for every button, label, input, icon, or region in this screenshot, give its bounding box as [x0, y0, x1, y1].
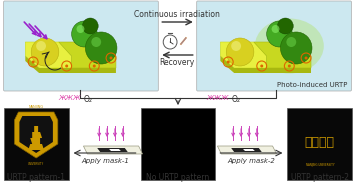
- Text: UNIVERSITY: UNIVERSITY: [28, 162, 44, 166]
- Text: No URTP pattern: No URTP pattern: [146, 173, 210, 182]
- Circle shape: [77, 25, 84, 33]
- Circle shape: [85, 32, 117, 64]
- Circle shape: [227, 60, 230, 64]
- Polygon shape: [254, 42, 311, 68]
- Polygon shape: [220, 56, 311, 73]
- Circle shape: [277, 18, 293, 34]
- Circle shape: [286, 37, 296, 47]
- Text: Photo-induced URTP: Photo-induced URTP: [277, 82, 347, 88]
- Text: URTP pattern-1: URTP pattern-1: [7, 173, 65, 182]
- Text: O₂: O₂: [231, 95, 240, 104]
- Polygon shape: [231, 148, 262, 152]
- Polygon shape: [97, 148, 128, 152]
- Text: NANJING UNIVERSITY: NANJING UNIVERSITY: [305, 163, 334, 167]
- Text: URTP pattern-2: URTP pattern-2: [291, 173, 349, 182]
- Text: ЖЖЖ: ЖЖЖ: [58, 95, 81, 101]
- Circle shape: [110, 57, 112, 60]
- FancyBboxPatch shape: [4, 108, 69, 180]
- Text: NANJING: NANJING: [28, 105, 44, 109]
- Ellipse shape: [255, 19, 324, 74]
- Polygon shape: [83, 146, 142, 154]
- Text: Apply mask-2: Apply mask-2: [227, 158, 275, 164]
- Text: Recovery: Recovery: [159, 58, 195, 67]
- Polygon shape: [25, 56, 116, 73]
- Circle shape: [72, 21, 97, 47]
- Circle shape: [226, 38, 254, 66]
- Circle shape: [32, 60, 35, 64]
- Circle shape: [272, 25, 279, 33]
- Circle shape: [31, 38, 59, 66]
- FancyBboxPatch shape: [141, 108, 215, 180]
- Polygon shape: [243, 149, 255, 151]
- Polygon shape: [59, 42, 116, 68]
- Polygon shape: [218, 146, 277, 154]
- Polygon shape: [220, 42, 267, 68]
- Circle shape: [281, 32, 312, 64]
- Polygon shape: [25, 42, 72, 68]
- Text: O₂: O₂: [83, 95, 93, 104]
- FancyBboxPatch shape: [4, 1, 158, 91]
- Circle shape: [91, 37, 101, 47]
- Text: ЖЖЖ: ЖЖЖ: [206, 95, 229, 101]
- Text: 南京大学: 南京大学: [305, 136, 335, 149]
- Circle shape: [305, 57, 308, 60]
- Circle shape: [231, 41, 241, 51]
- Polygon shape: [28, 126, 44, 150]
- Circle shape: [83, 18, 98, 34]
- Circle shape: [93, 64, 96, 67]
- FancyBboxPatch shape: [287, 108, 352, 180]
- Circle shape: [267, 21, 292, 47]
- Circle shape: [65, 64, 68, 67]
- Polygon shape: [15, 112, 58, 158]
- FancyBboxPatch shape: [197, 1, 351, 91]
- Text: Apply mask-1: Apply mask-1: [81, 158, 129, 164]
- Circle shape: [36, 41, 46, 51]
- Polygon shape: [19, 116, 53, 153]
- Text: Continuous irradiation: Continuous irradiation: [134, 10, 220, 19]
- Circle shape: [163, 35, 177, 49]
- Circle shape: [260, 64, 263, 67]
- Polygon shape: [109, 149, 121, 151]
- Circle shape: [288, 64, 291, 67]
